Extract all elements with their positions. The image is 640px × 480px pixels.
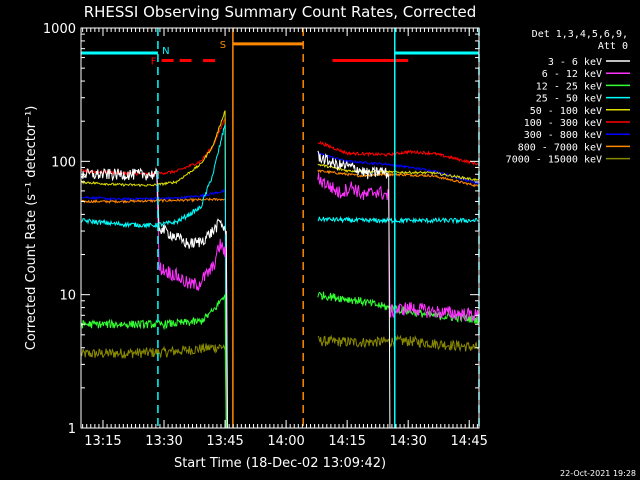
x-tick-label: 14:00: [267, 434, 304, 449]
series-line-7000_15000keV-seg0: [81, 343, 227, 428]
series-line-3_6keV-seg1: [317, 150, 391, 428]
legend-label: 50 - 100 keV: [530, 106, 602, 117]
plot-frame: [80, 27, 480, 429]
series-line-6_12keV-seg0: [156, 173, 228, 428]
flag-label: N: [162, 46, 169, 57]
x-axis-label: Start Time (18-Dec-02 13:09:42): [174, 456, 386, 471]
legend-label: 7000 - 15000 keV: [506, 155, 602, 166]
legend-header: Det 1,3,4,5,6,9,: [532, 29, 628, 40]
y-axis-label: Corrected Count Rate (s⁻¹ detector⁻¹): [24, 106, 39, 351]
legend-label: 800 - 7000 keV: [518, 142, 602, 153]
flag-label: S: [220, 40, 226, 51]
series-line-3_6keV-seg0: [81, 167, 228, 428]
legend-header: Att 0: [598, 41, 628, 52]
series-line-7000_15000keV-seg1: [317, 334, 479, 353]
legend-label: 100 - 300 keV: [524, 118, 602, 129]
series-line-100_300keV-seg1: [317, 140, 479, 166]
x-tick-label: 13:15: [84, 434, 121, 449]
series-line-25_50keV-seg1: [317, 215, 479, 225]
series-line-800_7000keV-seg1: [317, 169, 479, 188]
series-line-25_50keV-seg0: [81, 124, 227, 428]
flags-layer: NF S: [81, 40, 479, 68]
y-tick-label: 10: [59, 289, 76, 304]
x-tick-label: 14:45: [450, 434, 487, 449]
series-line-12_25keV-seg0: [81, 292, 227, 428]
y-tick-label: 1000: [43, 22, 76, 37]
series-layer: [81, 110, 479, 428]
series-line-50_100keV-seg1: [317, 163, 479, 182]
series-line-50_100keV-seg0: [81, 110, 227, 428]
y-tick-label: 100: [51, 155, 76, 170]
legend-label: 6 - 12 keV: [542, 69, 602, 80]
footer-date: 22-Oct-2021 19:28: [560, 469, 636, 478]
legend-label: 25 - 50 keV: [536, 94, 602, 105]
flag-label: F: [151, 57, 157, 68]
legend-label: 12 - 25 keV: [536, 81, 602, 92]
axes-layer: 1 10 100 1000 13:15 13:30 13:45 14:00 14:15 14:30…: [43, 22, 488, 449]
legend-label: 3 - 6 keV: [548, 57, 602, 68]
chart-title: RHESSI Observing Summary Count Rates, Co…: [84, 3, 477, 21]
series-line-6_12keV-seg1: [317, 173, 479, 322]
y-tick-label: 1: [68, 422, 76, 437]
x-tick-label: 13:45: [206, 434, 243, 449]
x-tick-label: 13:30: [145, 434, 182, 449]
x-tick-label: 14:15: [328, 434, 365, 449]
x-tick-label: 14:30: [389, 434, 426, 449]
series-line-300_800keV-seg0: [81, 189, 227, 428]
legend-label: 300 - 800 keV: [524, 130, 602, 141]
